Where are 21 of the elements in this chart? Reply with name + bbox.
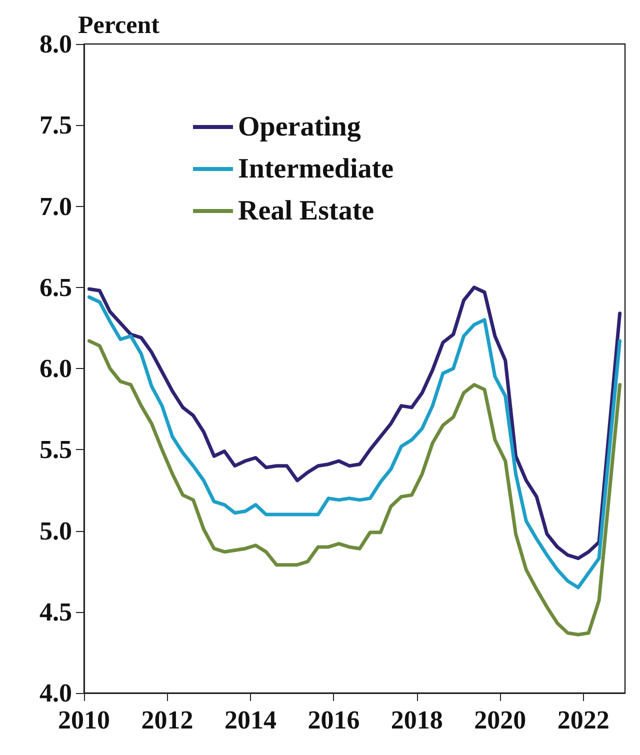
x-tick-label: 2012 — [141, 706, 194, 734]
y-tick-label: 4.5 — [40, 597, 72, 626]
y-tick-label: 4.0 — [40, 678, 72, 708]
line-series — [87, 339, 622, 636]
legend-label: Intermediate — [238, 154, 394, 184]
x-tick-label: 2016 — [308, 706, 360, 734]
x-tick-label: 2020 — [474, 706, 526, 734]
x-tick-label: 2018 — [390, 706, 443, 734]
y-tick-label: 5.5 — [40, 435, 72, 464]
x-tick-label: 2014 — [224, 706, 276, 734]
y-tick-label: 5.0 — [40, 516, 72, 546]
y-tick-label: 8.0 — [40, 30, 72, 58]
y-tick-label: 7.0 — [40, 192, 72, 221]
x-tick-label: 2022 — [557, 706, 610, 734]
y-tick-label: 6.5 — [40, 272, 72, 302]
y-tick-label: 7.5 — [40, 110, 72, 140]
x-tick-label: 2010 — [58, 706, 110, 734]
y-axis-title: Percent — [78, 12, 160, 39]
y-tick-label: 6.0 — [40, 354, 72, 383]
legend-label: Operating — [238, 112, 361, 142]
legend-label: Real Estate — [238, 196, 374, 226]
